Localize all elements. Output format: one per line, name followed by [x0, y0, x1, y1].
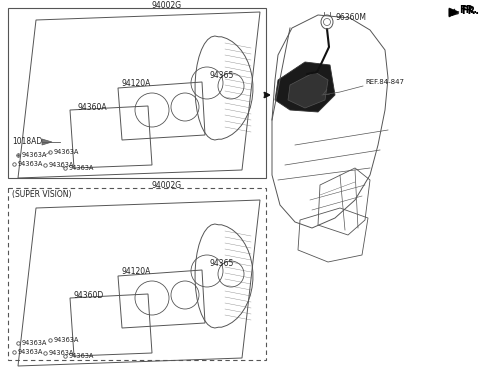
Text: 94363A: 94363A — [69, 165, 95, 171]
Text: 94363A: 94363A — [18, 161, 43, 167]
Text: 94363A: 94363A — [22, 340, 48, 346]
Text: 94363A: 94363A — [49, 350, 74, 356]
Text: FR.: FR. — [461, 6, 479, 16]
Text: 94363A: 94363A — [54, 149, 79, 155]
Text: 94360D: 94360D — [74, 291, 104, 301]
Text: 94002G: 94002G — [152, 0, 182, 10]
Polygon shape — [449, 8, 459, 17]
Text: 94363A: 94363A — [69, 353, 95, 359]
Text: 94363A: 94363A — [22, 152, 48, 158]
Text: 94365: 94365 — [210, 258, 234, 268]
Text: 1018AD: 1018AD — [12, 138, 42, 146]
Text: (SUPER VISION): (SUPER VISION) — [12, 190, 72, 198]
Text: FR.: FR. — [459, 5, 477, 15]
Text: 94363A: 94363A — [54, 337, 79, 343]
Text: 94363A: 94363A — [18, 349, 43, 355]
Text: 96360M: 96360M — [335, 14, 366, 22]
Text: 94120A: 94120A — [122, 268, 151, 276]
Polygon shape — [449, 9, 456, 16]
Text: 94360A: 94360A — [78, 103, 108, 113]
Text: REF.84-847: REF.84-847 — [365, 79, 404, 85]
Polygon shape — [275, 62, 335, 112]
Text: 94002G: 94002G — [152, 180, 182, 190]
Text: 94365: 94365 — [210, 71, 234, 79]
Text: 94120A: 94120A — [122, 79, 151, 88]
Polygon shape — [42, 139, 52, 145]
Text: 94363A: 94363A — [49, 162, 74, 168]
Polygon shape — [288, 72, 328, 108]
